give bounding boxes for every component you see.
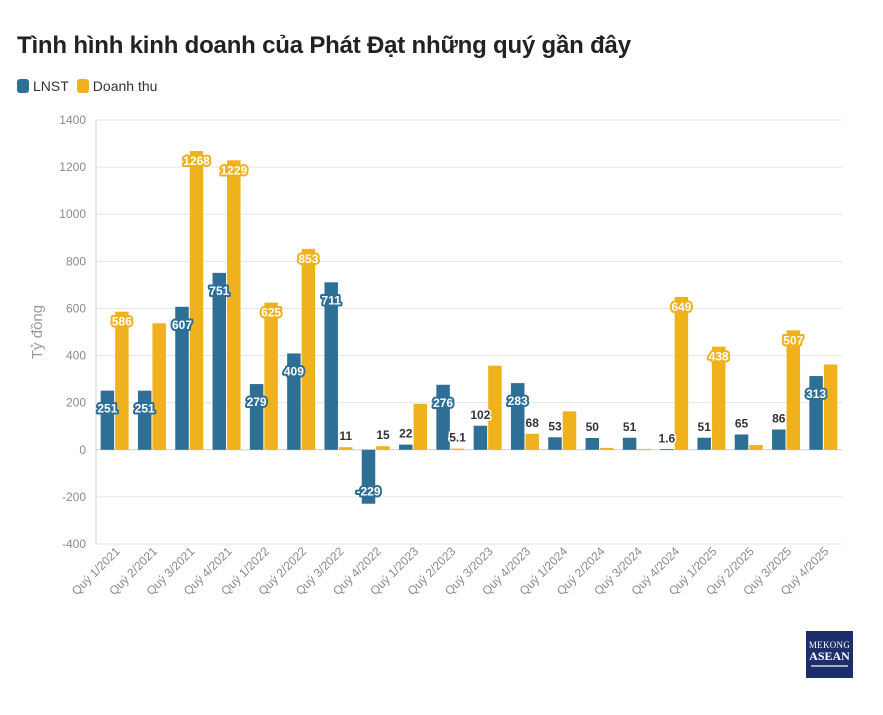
data-label-doanh-thu: 1268 xyxy=(183,154,210,168)
bar-doanh-thu xyxy=(749,445,763,450)
bar-lnst xyxy=(137,390,152,450)
data-label-lnst: 607 xyxy=(172,318,192,332)
logo-underline xyxy=(811,665,848,667)
data-label-lnst: 251 xyxy=(135,402,155,416)
bar-lnst xyxy=(436,384,450,450)
legend-swatch-lnst xyxy=(17,79,29,93)
data-label-lnst: 251 xyxy=(97,402,117,416)
y-tick-label: -200 xyxy=(62,490,86,504)
bar-doanh-thu xyxy=(786,330,801,450)
data-label-doanh-thu: 586 xyxy=(112,315,132,329)
bar-lnst xyxy=(548,437,562,450)
data-label-lnst: 313 xyxy=(806,387,826,401)
bar-lnst xyxy=(175,306,189,450)
data-label-lnst: -229 xyxy=(356,485,380,499)
bar-doanh-thu xyxy=(674,296,689,450)
y-tick-label: 200 xyxy=(66,396,86,410)
data-label-doanh-thu: 15 xyxy=(376,428,390,442)
chart-title: Tình hình kinh doanh của Phát Đạt những … xyxy=(17,32,631,59)
bar-doanh-thu xyxy=(115,311,129,450)
bar-lnst xyxy=(809,376,823,450)
bar-lnst xyxy=(287,353,301,450)
y-tick-label: 1200 xyxy=(59,160,86,174)
y-tick-label: 1400 xyxy=(59,113,86,127)
bar-doanh-thu xyxy=(338,447,353,450)
bar-doanh-thu xyxy=(450,448,465,450)
bar-doanh-thu xyxy=(152,323,166,450)
bar-lnst xyxy=(660,448,674,450)
bar-lnst xyxy=(473,425,488,450)
data-label-doanh-thu: 649 xyxy=(671,300,691,314)
data-label-lnst: 751 xyxy=(209,284,229,298)
y-tick-label: 0 xyxy=(79,443,86,457)
logo-line1: MEKONG xyxy=(808,640,851,650)
bar-lnst xyxy=(510,383,525,450)
bar-doanh-thu xyxy=(562,411,577,450)
bar-lnst xyxy=(399,444,413,450)
data-label-lnst: 279 xyxy=(247,395,267,409)
bar-doanh-thu xyxy=(376,446,390,450)
data-label-doanh-thu: 853 xyxy=(298,252,318,266)
mekong-asean-logo: MEKONG ASEAN xyxy=(806,631,853,678)
bar-lnst xyxy=(212,272,227,450)
bar-doanh-thu xyxy=(823,364,838,450)
bar-doanh-thu xyxy=(637,448,651,450)
data-label-lnst: 276 xyxy=(433,396,453,410)
data-label-lnst: 1.6 xyxy=(659,431,676,445)
y-tick-label: 800 xyxy=(66,254,86,268)
bar-lnst xyxy=(697,437,711,450)
y-tick-label: 400 xyxy=(66,349,86,363)
bar-doanh-thu xyxy=(413,403,428,450)
bar-doanh-thu xyxy=(189,151,204,450)
legend-item-doanh-thu[interactable]: Doanh thu xyxy=(76,78,158,94)
data-label-doanh-thu: 625 xyxy=(261,306,281,320)
bar-lnst xyxy=(622,437,637,450)
logo-line2: ASEAN xyxy=(809,649,850,663)
bar-doanh-thu xyxy=(264,302,278,450)
legend-swatch-doanh-thu xyxy=(76,79,89,93)
data-label-lnst: 22 xyxy=(399,427,413,441)
y-axis-title: Tỷ đồng xyxy=(29,305,46,359)
data-label-lnst: 53 xyxy=(548,419,562,433)
y-tick-label: -400 xyxy=(62,537,86,551)
legend-item-lnst[interactable]: LNST xyxy=(17,78,69,94)
legend: LNST Doanh thu xyxy=(17,78,165,94)
bar-lnst xyxy=(734,434,749,450)
bar-doanh-thu xyxy=(227,160,241,450)
data-label-doanh-thu: 68 xyxy=(526,416,540,430)
data-label-lnst: 51 xyxy=(698,420,712,434)
bar-lnst xyxy=(100,390,115,450)
data-label-lnst: 51 xyxy=(623,420,637,434)
y-tick-label: 1000 xyxy=(59,207,86,221)
data-label-doanh-thu: 11 xyxy=(339,429,352,443)
data-label-doanh-thu: 5.1 xyxy=(449,431,466,445)
bar-doanh-thu xyxy=(711,346,726,450)
bar-doanh-thu xyxy=(600,447,614,450)
data-label-lnst: 65 xyxy=(735,416,749,430)
data-label-lnst: 711 xyxy=(322,293,342,307)
data-label-lnst: 102 xyxy=(470,408,490,422)
bar-lnst xyxy=(324,282,338,450)
bar-lnst xyxy=(585,438,600,450)
legend-label-lnst: LNST xyxy=(33,78,69,94)
data-label-lnst: 50 xyxy=(586,420,600,434)
data-label-lnst: 86 xyxy=(772,412,786,426)
data-label-doanh-thu: 1229 xyxy=(220,163,247,177)
bar-lnst xyxy=(772,429,786,450)
y-tick-label: 600 xyxy=(66,301,86,315)
bar-doanh-thu xyxy=(525,433,539,450)
bar-doanh-thu xyxy=(488,365,502,450)
data-label-lnst: 283 xyxy=(508,394,528,408)
data-label-doanh-thu: 438 xyxy=(709,350,729,364)
legend-label-doanh-thu: Doanh thu xyxy=(92,78,158,94)
data-label-doanh-thu: 507 xyxy=(783,333,803,347)
bar-lnst xyxy=(249,384,264,450)
bar-doanh-thu xyxy=(301,248,316,450)
data-label-lnst: 409 xyxy=(284,364,304,378)
bar-lnst xyxy=(361,449,376,504)
